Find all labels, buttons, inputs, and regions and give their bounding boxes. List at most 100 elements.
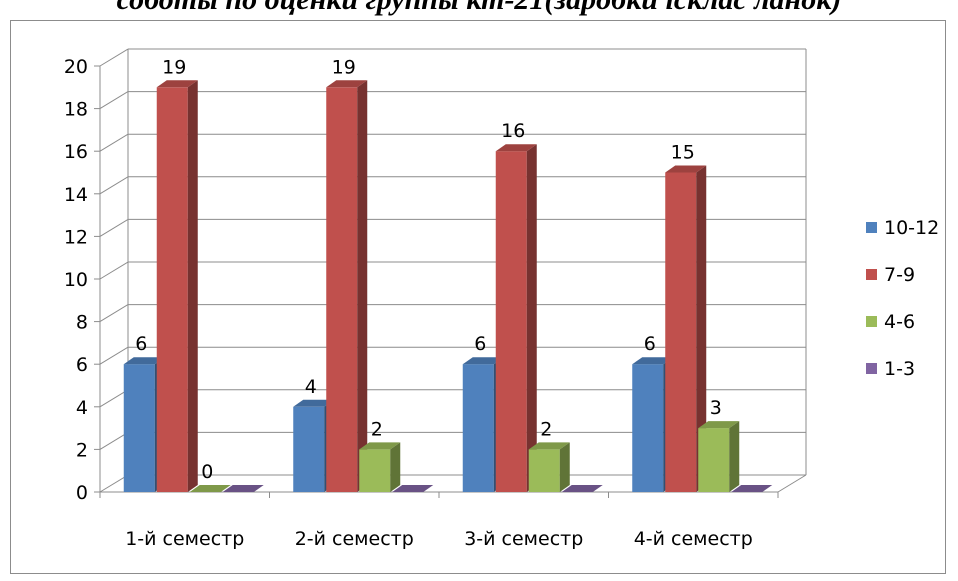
bar-top <box>462 357 504 365</box>
gridline-diagonal <box>99 133 129 152</box>
bar-top <box>632 357 674 365</box>
bar-top <box>731 485 773 492</box>
floor-right-edge <box>777 474 807 493</box>
bar-side <box>390 442 401 492</box>
category-label: 2-й семестр <box>295 528 414 550</box>
bar-top <box>495 144 537 152</box>
y-tick-label: 18 <box>64 99 88 121</box>
bar-top <box>561 485 603 492</box>
y-tick-label: 16 <box>64 141 88 163</box>
y-tick-label: 4 <box>76 397 88 419</box>
bar-top <box>293 399 335 407</box>
bar-front <box>495 151 527 492</box>
y-tick-label: 20 <box>64 56 88 78</box>
bar <box>189 485 231 493</box>
legend-label: 1-3 <box>884 358 915 380</box>
y-tick-label: 6 <box>76 354 88 376</box>
legend-label: 10-12 <box>884 217 939 239</box>
gridline-diagonal <box>99 218 129 237</box>
data-label: 15 <box>671 142 695 164</box>
legend: 10-12 7-9 4-6 1-3 <box>866 217 939 380</box>
gridline-diagonal <box>99 304 129 323</box>
bar-side <box>559 442 570 492</box>
data-label: 6 <box>474 333 486 355</box>
bar <box>156 80 198 493</box>
bar-top <box>392 485 434 492</box>
bar-top <box>359 442 401 450</box>
bar-top <box>222 485 264 492</box>
bar <box>326 80 368 493</box>
bar-top <box>326 80 368 88</box>
bar-top <box>123 357 165 365</box>
bar-front <box>123 364 155 492</box>
bars <box>123 80 773 493</box>
bar <box>528 442 570 492</box>
data-label: 0 <box>201 461 213 483</box>
bar-front <box>359 449 391 492</box>
data-label: 2 <box>540 418 552 440</box>
bar-front <box>528 449 560 492</box>
data-label: 6 <box>644 333 656 355</box>
bar-front <box>462 364 494 492</box>
y-tick-label: 8 <box>76 312 88 334</box>
bar <box>222 485 264 493</box>
bar <box>359 442 401 492</box>
chart-title: соботы по оценки группы кт-21(заробки іс… <box>0 0 958 17</box>
bar <box>665 165 707 492</box>
bar <box>495 144 537 492</box>
bar-front <box>156 87 188 493</box>
bar-side <box>526 144 537 492</box>
bar-front <box>326 87 358 493</box>
legend-swatch <box>866 316 877 327</box>
gridline-diagonal <box>99 389 129 408</box>
bar-side <box>696 165 707 492</box>
bar-top <box>698 421 740 429</box>
gridline-diagonal <box>99 261 129 280</box>
y-tick-label: 14 <box>64 184 88 206</box>
legend-label: 4-6 <box>884 311 915 333</box>
bar-top <box>528 442 570 450</box>
legend-swatch <box>866 363 877 374</box>
bar-top <box>665 165 707 173</box>
bar-front <box>632 364 664 492</box>
bar-front <box>698 428 730 492</box>
category-label: 3-й семестр <box>464 528 583 550</box>
gridline-diagonal <box>99 431 129 450</box>
bar-top <box>156 80 198 88</box>
bar-side <box>729 421 740 492</box>
bar-front <box>293 406 325 492</box>
y-tick-label: 12 <box>64 226 88 248</box>
data-label: 19 <box>332 56 356 78</box>
gridline-diagonal <box>99 346 129 365</box>
bar-side <box>357 80 368 493</box>
data-label: 2 <box>371 418 383 440</box>
gridline-diagonal <box>99 48 129 67</box>
gridline-diagonal <box>99 474 129 493</box>
chart-frame <box>10 20 946 574</box>
bar <box>561 485 603 493</box>
legend-swatch <box>866 222 877 233</box>
y-tick-label: 2 <box>76 439 88 461</box>
data-label: 16 <box>501 120 525 142</box>
y-tick-label: 0 <box>76 482 88 504</box>
bar <box>698 421 740 492</box>
data-label: 19 <box>162 56 186 78</box>
bar-front <box>665 172 697 492</box>
bar-top <box>189 485 231 492</box>
bar <box>392 485 434 493</box>
data-label: 4 <box>305 376 317 398</box>
legend-label: 7-9 <box>884 264 915 286</box>
gridline-diagonal <box>99 176 129 195</box>
legend-swatch <box>866 269 877 280</box>
data-label: 3 <box>710 397 722 419</box>
bar-side <box>187 80 198 493</box>
data-label: 6 <box>135 333 147 355</box>
bar <box>731 485 773 493</box>
y-tick-label: 10 <box>64 269 88 291</box>
category-label: 4-й семестр <box>634 528 753 550</box>
gridline-diagonal <box>99 91 129 110</box>
category-label: 1-й семестр <box>125 528 244 550</box>
